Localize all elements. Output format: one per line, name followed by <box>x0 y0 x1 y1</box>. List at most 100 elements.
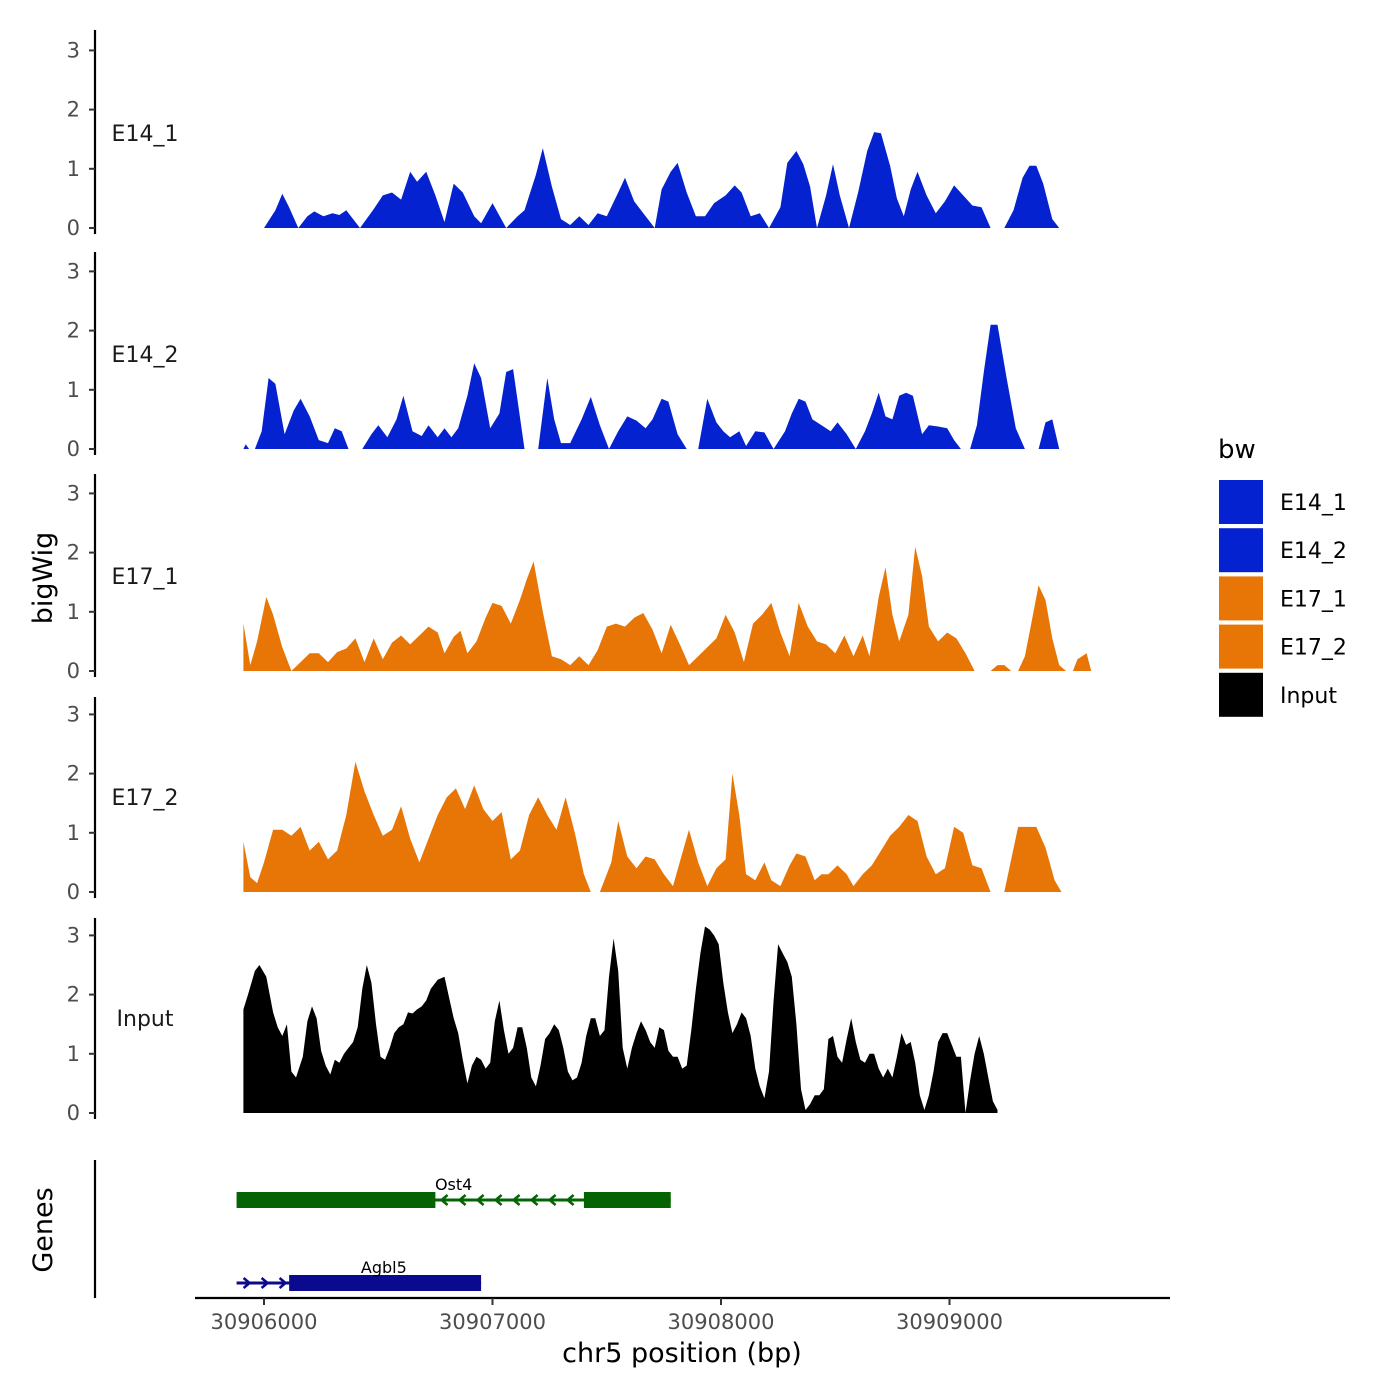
legend-label: E14_2 <box>1280 539 1347 564</box>
legend-label: E14_1 <box>1280 491 1347 516</box>
y-tick-label: 0 <box>67 659 80 683</box>
legend-swatch <box>1219 672 1263 717</box>
y-tick-label: 2 <box>67 319 80 343</box>
signal-area <box>298 210 360 228</box>
signal-area <box>1004 826 1062 892</box>
gene-exon <box>236 1192 436 1208</box>
legend: bw E14_1 E14_2 E17_1 E17_2 Input <box>1218 435 1347 717</box>
signal-area <box>1018 585 1066 671</box>
signal-area <box>291 546 975 671</box>
genes-group: Ost4 Agbl5 <box>93 1160 671 1298</box>
legend-title: bw <box>1218 435 1256 465</box>
legend-swatch <box>1219 480 1263 524</box>
signal-area <box>817 164 849 228</box>
signal-area <box>769 151 817 228</box>
y-tick-label: 0 <box>67 437 80 461</box>
track-label: E14_2 <box>112 343 179 368</box>
track-e14-2: 0 1 2 3 E14_2 <box>67 252 1060 461</box>
track-input: 0 1 2 3 Input <box>67 918 998 1125</box>
y-tick-label: 1 <box>67 821 80 845</box>
legend-label: Input <box>1280 684 1337 709</box>
signal-area <box>609 398 687 449</box>
signal-area <box>243 926 966 1113</box>
y-tick-label: 3 <box>67 702 80 726</box>
signal-area <box>855 392 961 449</box>
y-tick-label: 3 <box>67 259 80 283</box>
signal-area <box>506 148 655 228</box>
legend-swatch <box>1219 528 1263 573</box>
track-e17-2: 0 1 2 3 E17_2 <box>67 697 1062 904</box>
signal-area <box>362 363 525 449</box>
gene-exon <box>289 1275 482 1291</box>
y-tick-label: 3 <box>67 38 80 62</box>
y-tick-label: 0 <box>67 216 80 240</box>
signal-area <box>773 398 856 449</box>
x-tick-label: 30908000 <box>668 1310 775 1334</box>
gene-ost4: Ost4 <box>236 1175 671 1208</box>
signal-area <box>360 171 507 228</box>
x-axis-label: chr5 position (bp) <box>562 1338 802 1369</box>
strand-arrow <box>547 1194 557 1206</box>
gene-label: Agbl5 <box>361 1258 407 1277</box>
legend-swatch <box>1219 576 1263 621</box>
genes-axis-label: Genes <box>28 1187 59 1272</box>
legend-label: E17_2 <box>1280 636 1347 661</box>
signal-area <box>990 665 1012 671</box>
legend-label: E17_1 <box>1280 587 1347 612</box>
signal-area <box>965 1036 998 1113</box>
y-tick-label: 1 <box>67 600 80 624</box>
y-tick-label: 1 <box>67 157 80 181</box>
signal-area <box>654 162 769 228</box>
track-label: E14_1 <box>112 122 179 147</box>
strand-arrow <box>529 1194 539 1206</box>
y-tick-label: 0 <box>67 880 80 904</box>
strand-arrow <box>475 1194 485 1206</box>
y-tick-label: 2 <box>67 983 80 1007</box>
signal-area <box>1038 419 1060 449</box>
signal-area <box>254 378 349 449</box>
x-tick-label: 30909000 <box>896 1310 1003 1334</box>
y-axis-label: bigWig <box>28 532 59 625</box>
signal-area <box>698 398 774 449</box>
strand-arrow <box>260 1277 270 1289</box>
gene-exon <box>583 1192 671 1208</box>
strand-arrow <box>511 1194 521 1206</box>
signal-area <box>243 444 250 449</box>
x-tick-label: 30907000 <box>439 1310 546 1334</box>
y-tick-label: 2 <box>67 762 80 786</box>
gene-label: Ost4 <box>435 1175 472 1194</box>
y-tick-label: 2 <box>67 541 80 565</box>
y-tick-label: 0 <box>67 1101 80 1125</box>
track-label: E17_2 <box>112 786 179 811</box>
signal-area <box>1072 653 1092 671</box>
signal-area <box>1004 165 1060 228</box>
signal-area <box>849 132 991 228</box>
strand-arrow <box>242 1277 252 1289</box>
signal-area <box>243 597 292 671</box>
strand-arrow <box>493 1194 503 1206</box>
gene-agbl5: Agbl5 <box>236 1258 482 1291</box>
x-axis: 30906000 30907000 30908000 30909000 <box>195 1296 1170 1334</box>
y-tick-label: 3 <box>67 923 80 947</box>
signal-area <box>264 193 299 228</box>
strand-arrow <box>565 1194 575 1206</box>
legend-swatch <box>1219 624 1263 669</box>
y-tick-label: 3 <box>67 481 80 505</box>
signal-area <box>970 324 1025 449</box>
signal-area <box>599 773 991 892</box>
track-e17-1: 0 1 2 3 E17_1 <box>67 474 1092 683</box>
strand-arrow <box>457 1194 467 1206</box>
tracks-group: 0 1 2 3 E14_1 0 1 2 3 E14_2 0 1 2 3 E17_1 0 1 2 3 E17_2 0 1 2 3… <box>67 30 1092 1125</box>
track-label: Input <box>117 1007 174 1032</box>
x-tick-label: 30906000 <box>211 1310 318 1334</box>
strand-arrow <box>439 1194 449 1206</box>
track-e14-1: 0 1 2 3 E14_1 <box>67 30 1060 240</box>
strand-arrow <box>278 1277 288 1289</box>
signal-area <box>243 761 591 892</box>
track-label: E17_1 <box>112 565 179 590</box>
signal-area <box>538 378 609 449</box>
y-tick-label: 1 <box>67 1042 80 1066</box>
y-tick-label: 1 <box>67 378 80 402</box>
y-tick-label: 2 <box>67 98 80 122</box>
